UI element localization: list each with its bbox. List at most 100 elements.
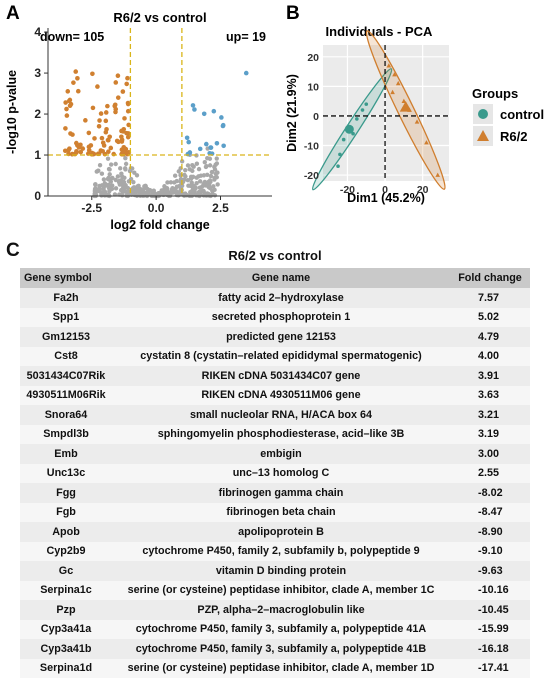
ns-point [108,172,112,176]
ns-point [120,182,124,186]
fold-change-cell: -9.63 [450,561,530,581]
ns-point [120,187,124,191]
down-point [95,84,100,89]
gene-symbol-cell: 4930511M06Rik [20,386,112,406]
ns-point [209,174,213,178]
ns-point [118,166,122,170]
down-point [66,148,71,153]
down-point [73,69,78,74]
ns-point [196,174,200,178]
ns-point [98,163,102,167]
ns-point [106,156,110,160]
control-point [361,108,365,112]
fold-change-cell: 5.02 [450,308,530,328]
ns-point [119,171,123,175]
down-point [125,76,130,81]
down-point [65,89,70,94]
down-point [108,146,113,151]
fold-change-cell: -8.90 [450,522,530,542]
down-point [91,106,96,111]
gene-symbol-cell: Cyp2b9 [20,542,112,562]
down-point [121,89,126,94]
ns-point [186,163,190,167]
gene-symbol-cell: Cyp3a41b [20,639,112,659]
ns-point [95,169,99,173]
ns-point [186,178,190,182]
fold-change-cell: -17.41 [450,659,530,678]
ns-point [203,160,207,164]
up-point [244,71,249,76]
down-point [113,102,118,107]
header-gene-symbol: Gene symbol [20,268,112,288]
ns-point [114,186,118,190]
up-point [192,107,197,112]
gene-name-cell: unc–13 homolog C [112,464,450,484]
table-header-row: Gene symbol Gene name Fold change [20,268,530,288]
ns-point [197,167,201,171]
ns-point [214,172,218,176]
down-point [121,129,126,134]
gene-name-cell: serine (or cysteine) peptidase inhibitor… [112,659,450,678]
ns-point [175,179,179,183]
ns-point [165,189,169,193]
gene-name-cell: RIKEN cDNA 5031434C07 gene [112,366,450,386]
gene-symbol-cell: Gm12153 [20,327,112,347]
ns-point [190,180,194,184]
control-point [336,164,340,168]
pca-ylabel: Dim2 (21.9%) [285,74,299,152]
down-point [63,126,68,131]
ns-point [124,162,128,166]
volcano-down-count: down= 105 [40,30,104,44]
gene-name-cell: secreted phosphoprotein 1 [112,308,450,328]
gene-name-cell: cystatin 8 (cystatin–related epididymal … [112,347,450,367]
down-point [104,127,109,132]
gene-name-cell: fatty acid 2–hydroxylase [112,288,450,308]
panel-letter-c: C [6,240,20,262]
volcano-up-count: up= 19 [226,30,266,44]
ns-point [212,165,216,169]
y-tick-label: 0 [34,189,41,203]
ns-point [190,191,194,195]
ns-point [186,184,190,188]
down-point [126,101,131,106]
down-point [97,118,102,123]
down-point [68,131,73,136]
ns-point [208,180,212,184]
x-tick-label: 2.5 [212,201,229,215]
ns-point [183,168,187,172]
pca-title: Individuals - PCA [326,24,434,39]
volcano-title: R6/2 vs control [113,10,206,25]
up-point [219,115,224,120]
legend-control-label: control [500,107,544,122]
fold-change-cell: -15.99 [450,620,530,640]
up-point [221,123,226,128]
fold-change-cell: -10.16 [450,581,530,601]
down-point [120,139,125,144]
gene-symbol-cell: Fa2h [20,288,112,308]
down-point [74,141,79,146]
fold-change-cell: -8.02 [450,483,530,503]
down-point [97,124,102,129]
up-point [186,140,191,145]
gene-symbol-cell: Cst8 [20,347,112,367]
ns-point [190,163,194,167]
down-point [100,136,105,141]
y-tick-label: 4 [34,25,41,39]
y-tick-label: 2 [34,107,41,121]
panel-letter-b: B [286,3,300,24]
ns-point [106,177,110,181]
x-tick-label: 0.0 [148,201,165,215]
fold-change-cell: 3.63 [450,386,530,406]
ns-point [207,185,211,189]
fold-change-cell: -9.10 [450,542,530,562]
